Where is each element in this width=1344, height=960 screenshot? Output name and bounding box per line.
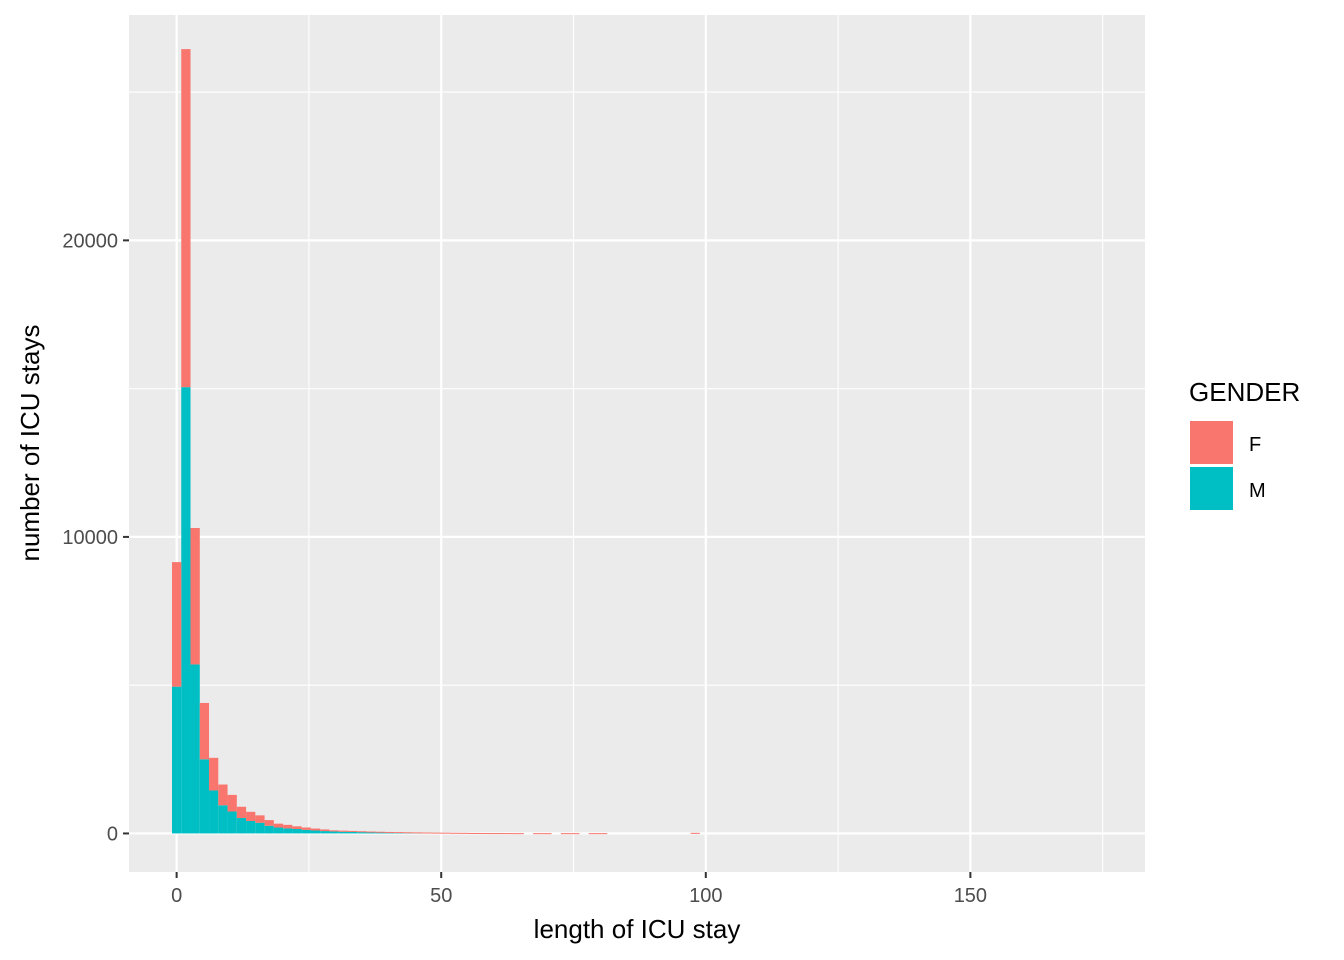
legend-label-f: F — [1249, 434, 1261, 456]
bar-m — [384, 832, 395, 834]
y-tick-label: 10000 — [62, 527, 118, 549]
bar-m — [236, 818, 247, 834]
bar-f — [347, 830, 358, 832]
x-axis-title: length of ICU stay — [534, 914, 741, 944]
bar-m — [171, 686, 182, 834]
legend-title: GENDER — [1189, 377, 1300, 407]
bar-f — [218, 784, 228, 806]
bar-m — [320, 831, 330, 834]
y-tick-label: 20000 — [62, 230, 118, 252]
bar-m — [329, 831, 339, 834]
bar-m — [199, 759, 210, 834]
bar-m — [246, 820, 256, 834]
bar-m — [375, 832, 385, 834]
bar-f — [496, 833, 506, 835]
bar-f — [533, 833, 543, 835]
bar-f — [542, 833, 552, 835]
bar-f — [338, 830, 348, 832]
bar-m — [292, 829, 302, 834]
bar-f — [209, 757, 219, 791]
bar-m — [218, 805, 228, 834]
bar-f — [329, 830, 339, 832]
bar-f — [320, 829, 330, 832]
x-tick-label: 100 — [689, 885, 722, 907]
bar-f — [366, 831, 376, 833]
bar-m — [357, 832, 367, 834]
bar-f — [264, 820, 274, 826]
bar-f — [384, 831, 395, 833]
bar-m — [264, 825, 274, 834]
x-tick-label: 0 — [171, 885, 182, 907]
bars-layer — [171, 49, 700, 835]
bar-f — [301, 827, 311, 830]
bar-f — [246, 811, 256, 821]
plot-panel — [129, 15, 1145, 872]
bar-f — [394, 832, 404, 834]
x-tick-label: 50 — [430, 885, 452, 907]
bar-f — [227, 794, 237, 812]
bar-f — [459, 832, 469, 834]
bar-f — [570, 833, 580, 835]
bar-f — [477, 833, 487, 835]
bar-f — [412, 832, 423, 834]
bar-m — [273, 827, 284, 834]
y-axis-title: number of ICU stays — [15, 325, 45, 562]
bar-f — [431, 832, 441, 834]
bar-f — [283, 824, 293, 829]
bar-m — [283, 828, 293, 834]
legend-label-m: M — [1249, 480, 1266, 502]
bar-f — [449, 832, 460, 834]
bar-f — [514, 833, 524, 835]
bar-m — [227, 811, 237, 834]
bar-f — [597, 833, 608, 835]
legend-swatch-f — [1190, 421, 1233, 464]
bar-f — [403, 832, 413, 834]
bar-f — [292, 826, 302, 830]
grid-layer — [129, 15, 1145, 872]
x-tick-label: 150 — [954, 885, 987, 907]
bar-m — [347, 831, 358, 834]
bar-f — [422, 832, 432, 834]
legend: GENDER F M — [1189, 377, 1300, 510]
bar-f — [690, 832, 700, 834]
bar-f — [357, 831, 367, 833]
bar-m — [366, 832, 376, 834]
bar-f — [440, 832, 450, 834]
bar-f — [181, 49, 191, 388]
bar-f — [190, 528, 200, 665]
bar-f — [236, 806, 247, 819]
bar-f — [588, 833, 598, 835]
bar-f — [505, 833, 515, 835]
bar-f — [255, 815, 265, 823]
bar-f — [310, 828, 321, 831]
bar-f — [486, 833, 497, 835]
axis-layer: 0 50 100 150 0 10000 20000 — [62, 230, 987, 907]
bar-f — [375, 831, 385, 833]
bar-f — [468, 832, 478, 834]
bar-m — [338, 831, 348, 834]
bar-m — [255, 822, 265, 834]
bar-m — [209, 790, 219, 834]
bar-m — [190, 664, 200, 834]
bar-m — [310, 830, 321, 834]
bar-f — [199, 702, 210, 760]
legend-swatch-m — [1190, 467, 1233, 510]
y-tick-label: 0 — [107, 823, 118, 845]
bar-m — [181, 387, 191, 834]
bar-m — [301, 829, 311, 834]
bar-f — [560, 833, 571, 835]
bar-f — [171, 562, 182, 687]
bar-f — [273, 823, 284, 828]
